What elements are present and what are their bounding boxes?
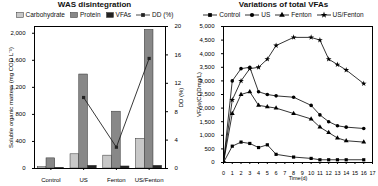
html-text:DD (%): DD (%) [152, 11, 174, 18]
html-text:VFAs: VFAs [115, 11, 132, 18]
svg-text:16: 16 [175, 52, 182, 58]
svg-text:3,500: 3,500 [199, 64, 215, 70]
svg-text:2,500: 2,500 [199, 91, 215, 97]
svg-text:Control: Control [41, 177, 60, 183]
svg-text:1,200: 1,200 [10, 84, 26, 91]
svg-text:4,500: 4,500 [199, 37, 215, 43]
svg-text:4: 4 [175, 137, 179, 143]
html-text:Control: Control [219, 11, 241, 18]
svg-text:Fenton: Fenton [107, 177, 126, 183]
svg-text:15: 15 [352, 170, 358, 176]
svg-text:13: 13 [334, 170, 340, 176]
svg-text:1,000: 1,000 [199, 132, 215, 138]
svg-text:9: 9 [300, 170, 304, 177]
html-text:WAS disintegration: WAS disintegration [57, 0, 132, 9]
svg-text:7: 7 [283, 170, 286, 176]
svg-text:Soluble organic matters (mg CO: Soluble organic matters (mg COD L⁻¹) [8, 47, 14, 148]
svg-text:20: 20 [175, 23, 182, 29]
svg-text:14: 14 [343, 170, 349, 176]
svg-text:8: 8 [175, 109, 179, 115]
html-text:Fenton: Fenton [291, 11, 312, 18]
svg-text:4,000: 4,000 [199, 51, 215, 57]
svg-text:1: 1 [231, 170, 234, 176]
svg-text:17: 17 [369, 170, 375, 176]
svg-text:1,500: 1,500 [199, 119, 215, 125]
svg-text:8: 8 [292, 170, 296, 177]
svg-text:16: 16 [361, 170, 367, 176]
svg-text:4: 4 [257, 170, 260, 176]
svg-text:11: 11 [317, 170, 323, 176]
svg-text:12: 12 [175, 80, 182, 86]
svg-text:3: 3 [248, 170, 251, 176]
svg-text:2,000: 2,000 [10, 30, 26, 36]
svg-text:6: 6 [275, 170, 278, 176]
svg-text:Time(d): Time(d) [289, 175, 308, 181]
svg-text:US/Fenton: US/Fenton [135, 177, 164, 183]
svg-text:400: 400 [15, 138, 26, 144]
html-text:Variations of total VFAs: Variations of total VFAs [238, 0, 329, 9]
svg-text:DD (%): DD (%) [178, 88, 184, 108]
svg-text:0: 0 [222, 170, 225, 176]
svg-text:1,600: 1,600 [10, 57, 26, 64]
html-text:US/Fenton: US/Fenton [332, 11, 364, 18]
svg-text:0: 0 [211, 159, 215, 165]
html-text:US: US [261, 11, 271, 18]
svg-text:500: 500 [204, 146, 215, 152]
svg-text:10: 10 [308, 170, 314, 176]
svg-text:12: 12 [326, 170, 332, 176]
svg-text:0: 0 [175, 165, 179, 171]
svg-text:5,000: 5,000 [199, 23, 215, 29]
svg-text:3,000: 3,000 [199, 78, 215, 84]
svg-text:5: 5 [266, 170, 269, 176]
svg-text:2,000: 2,000 [199, 105, 215, 111]
html-text:Carbohydrate: Carbohydrate [25, 11, 65, 18]
svg-text:US: US [79, 177, 87, 183]
svg-text:2: 2 [239, 170, 242, 176]
svg-text:800: 800 [15, 111, 26, 117]
svg-text:VFAs(CODmg/L): VFAs(CODmg/L) [196, 72, 202, 117]
html-text:Protein: Protein [80, 11, 101, 18]
svg-text:0: 0 [22, 165, 26, 171]
